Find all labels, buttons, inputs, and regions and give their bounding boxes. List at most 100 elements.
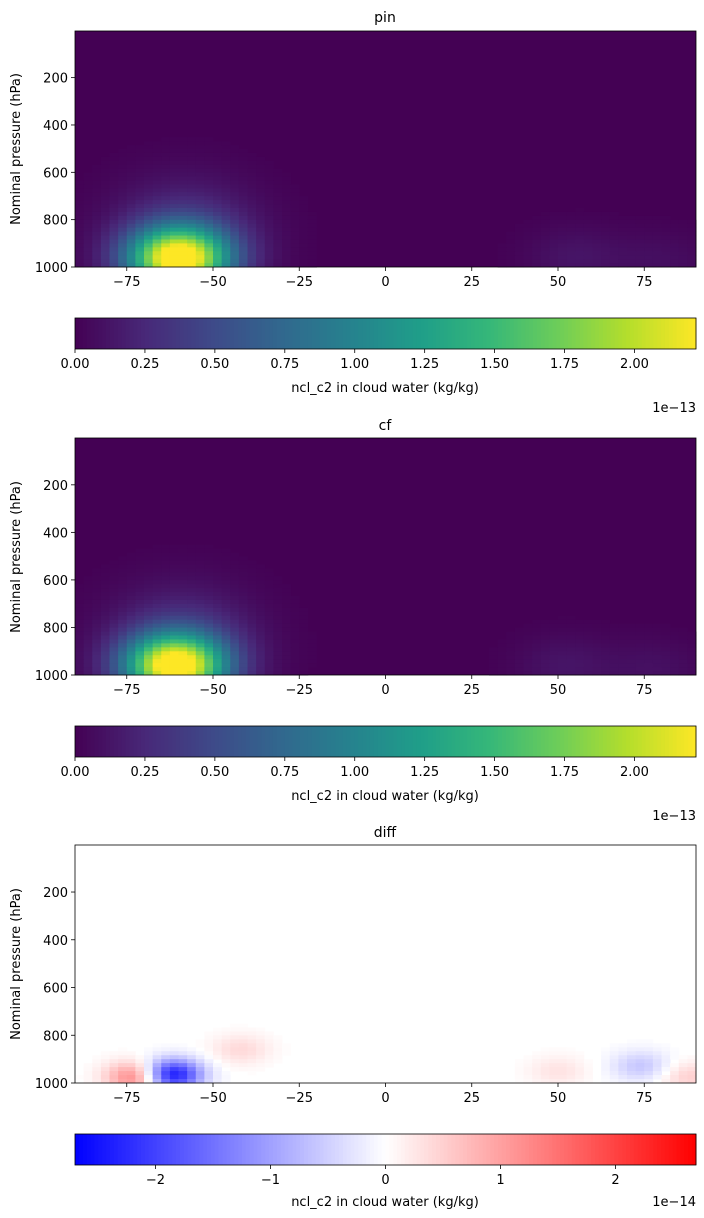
heatmap-cell	[230, 615, 240, 621]
heatmap-cell	[575, 671, 585, 676]
colorbar-segment	[140, 1134, 146, 1165]
heatmap-cell	[118, 223, 128, 229]
heatmap-cell	[221, 623, 231, 628]
colorbar-segment	[529, 1134, 534, 1165]
heatmap-cell	[247, 635, 257, 640]
heatmap-cell	[187, 580, 197, 585]
colorbar-segment	[168, 1134, 173, 1165]
heatmap-cell	[264, 611, 274, 617]
heatmap-cell	[618, 627, 628, 632]
heatmap-cell	[264, 599, 274, 605]
heatmap-cell	[204, 1051, 214, 1056]
heatmap-cell	[92, 667, 102, 672]
heatmap-cell	[187, 639, 197, 644]
heatmap-cell	[532, 239, 542, 244]
heatmap-cell	[627, 659, 637, 664]
heatmap-cell	[195, 603, 205, 609]
colorbar-segment	[633, 318, 639, 349]
heatmap-cell	[204, 548, 214, 553]
heatmap-cell	[213, 141, 223, 146]
heatmap-cell	[290, 671, 300, 676]
colorbar-segment	[249, 318, 255, 349]
heatmap-cell	[144, 204, 154, 209]
heatmap-cell	[532, 215, 542, 221]
heatmap-cell	[195, 149, 205, 154]
heatmap-cell	[583, 1067, 593, 1072]
heatmap-cell	[282, 1043, 292, 1048]
heatmap-cell	[290, 251, 300, 256]
heatmap-cell	[75, 1075, 85, 1080]
colorbar-segment	[366, 318, 371, 349]
heatmap-cell	[126, 627, 136, 632]
heatmap-cell	[644, 635, 654, 640]
heatmap-cell	[652, 643, 662, 648]
heatmap-cell	[618, 259, 628, 264]
colorbar-segment	[238, 318, 243, 349]
heatmap-cell	[247, 180, 257, 185]
heatmap-cell	[264, 160, 274, 166]
heatmap-cell	[195, 572, 205, 577]
heatmap-cell	[635, 1043, 645, 1048]
heatmap-cell	[152, 239, 162, 244]
colorbar-segment	[245, 1134, 251, 1165]
heatmap-cell	[75, 215, 85, 221]
colorbar-segment	[393, 1134, 398, 1165]
heatmap-cell	[601, 1071, 611, 1076]
heatmap-cell	[169, 156, 179, 162]
heatmap-cell	[540, 619, 550, 625]
heatmap-cell	[678, 631, 688, 636]
heatmap-cell	[213, 176, 223, 181]
heatmap-cell	[273, 184, 283, 189]
heatmap-cell	[161, 176, 171, 181]
heatmap-cell	[592, 223, 602, 229]
heatmap-cell	[566, 231, 576, 236]
heatmap-cell	[661, 667, 671, 672]
heatmap-cell	[100, 208, 110, 213]
heatmap-cell	[204, 223, 214, 229]
heatmap-cell	[256, 659, 266, 664]
heatmap-cell	[126, 251, 136, 256]
heatmap-cell	[264, 572, 274, 577]
heatmap-cell	[178, 235, 188, 240]
heatmap-cell	[221, 145, 231, 150]
heatmap-cell	[627, 635, 637, 640]
heatmap-cell	[161, 552, 171, 557]
heatmap-cell	[575, 1071, 585, 1076]
heatmap-cell	[558, 1075, 568, 1080]
heatmap-cell	[247, 160, 257, 166]
heatmap-cell	[109, 168, 119, 173]
heatmap-cell	[670, 635, 680, 640]
heatmap-cell	[100, 627, 110, 632]
heatmap-cell	[100, 671, 110, 676]
heatmap-cell	[670, 247, 680, 252]
colorbar-segment	[288, 1134, 293, 1165]
colorbar-segment	[109, 726, 115, 757]
heatmap-cell	[583, 1071, 593, 1076]
heatmap-cell	[178, 623, 188, 628]
heatmap-cell	[532, 627, 542, 632]
heatmap-cell	[152, 188, 162, 193]
heatmap-cell	[109, 1063, 119, 1068]
heatmap-cell	[256, 655, 266, 660]
colorbar-segment	[657, 318, 662, 349]
heatmap-cell	[187, 544, 197, 549]
heatmap-cell	[195, 659, 205, 664]
heatmap-cell	[221, 259, 231, 264]
heatmap-cell	[264, 659, 274, 664]
heatmap-cell	[178, 643, 188, 648]
heatmap-cell	[221, 215, 231, 221]
colorbar-segment	[435, 1134, 441, 1165]
colorbar-tick-label: 0.00	[61, 357, 90, 372]
heatmap-cell	[83, 204, 93, 209]
heatmap-cell	[247, 1031, 257, 1036]
colorbar-segment	[664, 318, 670, 349]
heatmap-cell	[169, 192, 179, 197]
heatmap-cell	[247, 259, 257, 264]
heatmap-cell	[627, 627, 637, 632]
heatmap-cell	[532, 227, 542, 232]
heatmap-cell	[670, 259, 680, 264]
heatmap-cell	[178, 1059, 188, 1064]
heatmap-cell	[670, 659, 680, 664]
heatmap-cell	[169, 251, 179, 256]
colorbar-segment	[664, 1134, 670, 1165]
